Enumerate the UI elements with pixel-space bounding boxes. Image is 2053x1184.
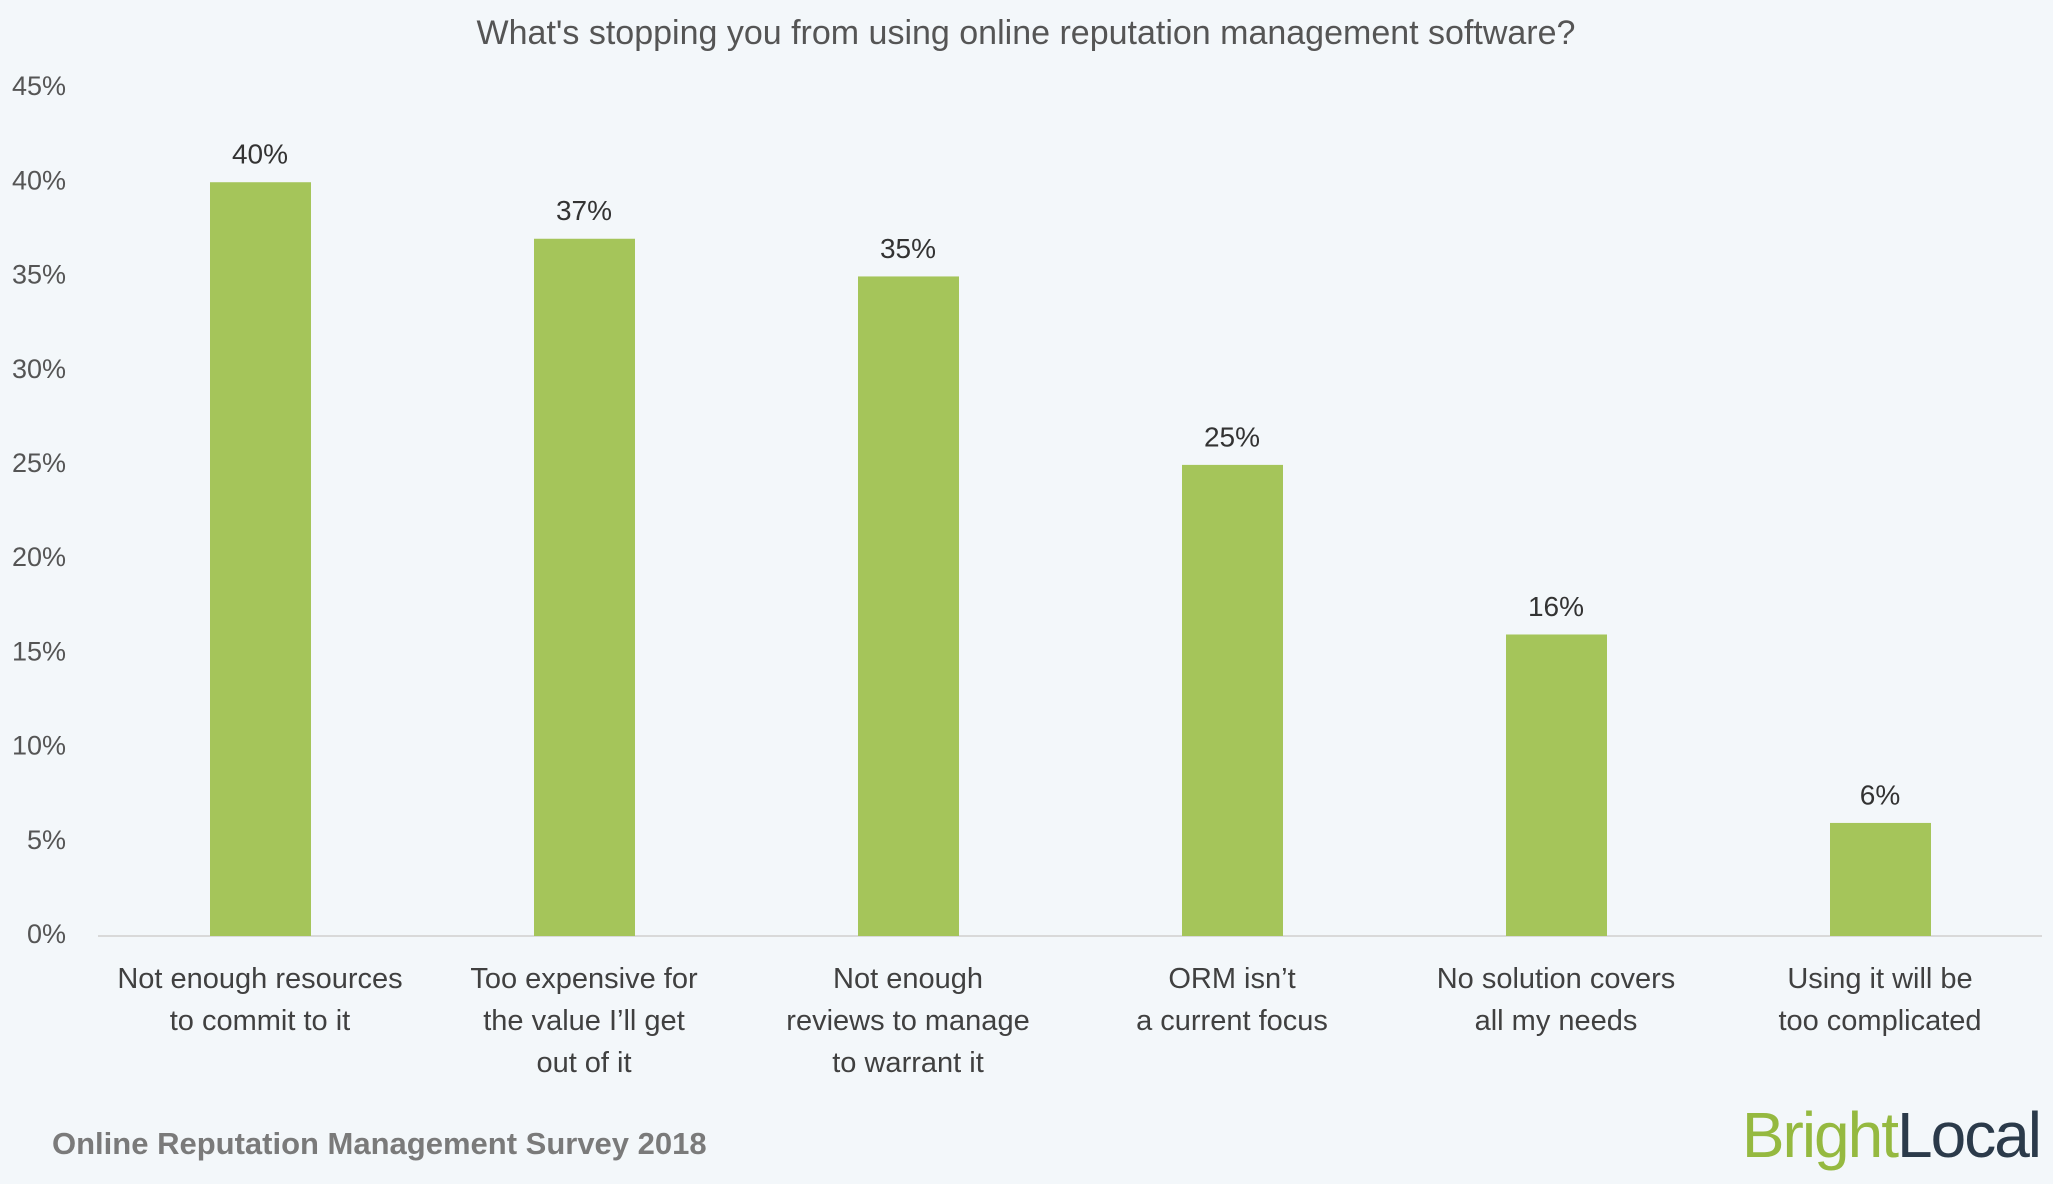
bar	[210, 182, 311, 936]
logo-local: Local	[1897, 1099, 2040, 1171]
y-tick-label: 5%	[27, 825, 66, 855]
y-tick-label: 35%	[12, 260, 66, 290]
x-tick-label: No solution covers all my needs	[1436, 963, 1676, 1037]
value-label: 6%	[1860, 779, 1900, 810]
value-label: 40%	[232, 139, 288, 170]
y-tick-label: 40%	[12, 165, 66, 195]
bar	[858, 276, 959, 936]
x-tick-label: Not enough resources to commit to it	[117, 963, 403, 1037]
value-label: 25%	[1204, 421, 1260, 452]
source-note: Online Reputation Management Survey 2018	[52, 1126, 707, 1161]
x-tick-label: Not enough reviews to manage to warrant …	[786, 963, 1030, 1079]
x-tick-label: Using it will be too complicated	[1778, 963, 1982, 1037]
x-tick-label: ORM isn’t a current focus	[1136, 963, 1328, 1037]
bar	[1830, 822, 1931, 936]
value-label: 35%	[880, 233, 936, 264]
y-tick-label: 15%	[12, 636, 66, 666]
bar	[1506, 634, 1607, 936]
y-tick-label: 30%	[12, 354, 66, 384]
chart-title: What's stopping you from using online re…	[477, 14, 1576, 52]
y-tick-label: 25%	[12, 448, 66, 478]
y-tick-label: 10%	[12, 731, 66, 761]
y-tick-label: 45%	[12, 71, 66, 101]
value-label: 37%	[556, 195, 612, 226]
y-tick-label: 0%	[27, 919, 66, 949]
logo-bright: Bright	[1742, 1099, 1899, 1171]
bar	[1182, 464, 1283, 936]
y-tick-label: 20%	[12, 542, 66, 572]
bar	[534, 238, 635, 936]
value-label: 16%	[1528, 591, 1584, 622]
x-tick-label: Too expensive for the value I’ll get out…	[470, 963, 698, 1079]
logo: BrightLocal	[1742, 1099, 2040, 1171]
